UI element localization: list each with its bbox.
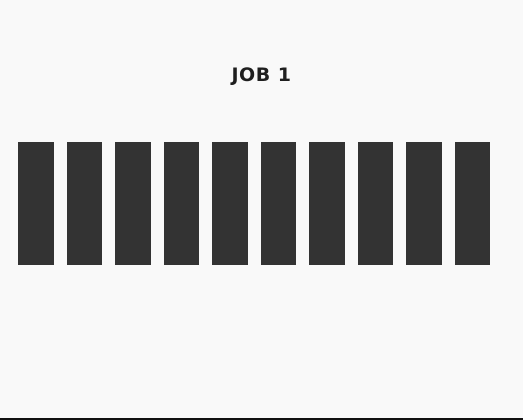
job-bar: [357, 142, 393, 265]
job-bar: [18, 142, 54, 265]
job-bar: [406, 142, 442, 265]
job-bar: [66, 142, 102, 265]
job-bar: [309, 142, 345, 265]
job-bar: [163, 142, 199, 265]
job-bar: [454, 142, 490, 265]
job-bar: [212, 142, 248, 265]
job-bar: [260, 142, 296, 265]
job-bar: [115, 142, 151, 265]
job-title: JOB 1: [231, 64, 292, 86]
job-bars: [18, 142, 490, 265]
